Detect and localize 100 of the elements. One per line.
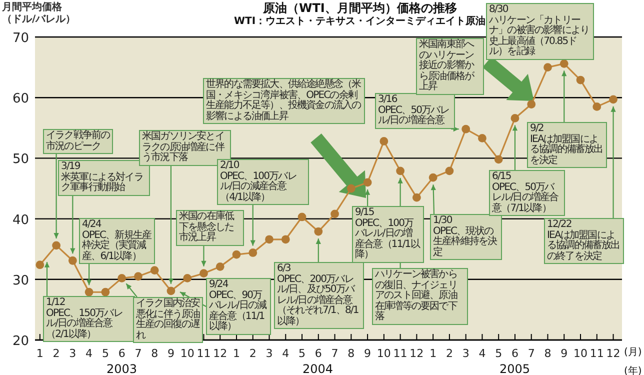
- x-tick-label: 9: [167, 347, 174, 360]
- x-tick-label: 2: [52, 347, 60, 360]
- x-tick-label: 8: [348, 347, 355, 360]
- x-tick-label: 8: [544, 347, 552, 360]
- x-tick-label: 5: [298, 347, 306, 360]
- x-tick-label: 3: [462, 347, 470, 360]
- text: 2003: [106, 362, 138, 375]
- y-tick-label: 60: [12, 92, 29, 107]
- point: [216, 262, 224, 271]
- point: [200, 269, 208, 278]
- x-tick-label: 12: [410, 347, 424, 360]
- annotation: 9/24 OPEC、90万バレル/日の減産合意（11/1以降）: [206, 278, 271, 334]
- point: [68, 256, 77, 265]
- point: [412, 193, 421, 202]
- x-tick-label: 11: [393, 347, 408, 360]
- point: [150, 266, 159, 275]
- point: [445, 166, 454, 176]
- x-tick-label: 7: [134, 347, 142, 360]
- text: 2005: [500, 362, 530, 375]
- text: 2004: [302, 362, 334, 375]
- x-tick-label: 5: [102, 347, 109, 360]
- annotation: 12/22 IEAは加盟国による協調的備蓄放出の終了を決定: [544, 218, 624, 264]
- point: [462, 124, 470, 134]
- point: [576, 76, 585, 84]
- x-tick-label: 4: [478, 347, 486, 360]
- point: [428, 173, 438, 182]
- annotation: 3/16 OPEC、50万バレル/日の増産合意: [375, 93, 455, 128]
- annotation: 6/15 OPEC、50万バレル/日の増産合意（7/1以降）: [489, 170, 565, 216]
- annotation: ハリケーン被害からの復旧、ナイジェリアのスト回避、原油在庫増等の要因で下落: [372, 268, 468, 324]
- y-tick-label: 30: [12, 273, 29, 288]
- x-tick-label: 10: [376, 347, 391, 360]
- point: [527, 100, 536, 108]
- annotation: 米国の在庫低下を懸念した市況上昇: [176, 210, 244, 246]
- x-tick-label: 4: [86, 347, 93, 360]
- x-tick-label: 1: [232, 347, 240, 360]
- point: [36, 260, 44, 270]
- x-tick-label: 8: [151, 347, 158, 360]
- x-tick-label: 5: [495, 347, 502, 360]
- x-tick-label: 6: [511, 347, 518, 360]
- annotation: 1/30 OPEC、現状の生産枠維持を決定: [430, 214, 502, 260]
- point: [84, 288, 94, 296]
- x-tick-label: 1: [36, 347, 44, 360]
- annotation: 6/3 OPEC、200万バレル/日、及び50万バレル/日の増産合意（それぞれ7/1、8/1以降）: [274, 262, 364, 329]
- chart-title: 原油（WTI、月間平均）価格の推移: [263, 0, 457, 16]
- x-tick-label: 11: [196, 347, 211, 360]
- y-axis-title: 月間平均価格（ドル/バレル）: [2, 2, 77, 26]
- x-tick-label: 7: [331, 347, 338, 360]
- point: [396, 166, 405, 176]
- annotation: 世界的な需要拡大、供給途絶懸念（米国・メキシコ湾岸被害、OPECの余剰生産能力不足等）、投機資金の流入の影響による油価上昇: [203, 78, 365, 124]
- annotation: イラク戦争前の市況のピーク: [43, 129, 113, 154]
- x-tick-label: 12: [213, 347, 228, 360]
- x-tick-label: 7: [528, 347, 535, 360]
- annotation: 8/30 ハリケーン「カトリーナ」の被害の影響により史上最高値（70.85ドル）を記録: [486, 3, 594, 60]
- x-axis-title: (月): [624, 346, 642, 359]
- point: [232, 250, 241, 259]
- text: (年): [624, 365, 642, 375]
- point: [609, 95, 618, 104]
- x-tick-label: 6: [118, 347, 126, 360]
- annotation: 9/15 OPEC、100万バレル/日の増産合意（11/1以降）: [352, 206, 424, 262]
- x-tick-label: 2: [249, 347, 256, 360]
- point: [510, 114, 520, 122]
- annotation: 米国南東部へのハリケーン接近の影響から原油価格が上昇: [416, 38, 484, 94]
- x-tick-label: 9: [364, 347, 372, 360]
- x-tick-label: 11: [590, 347, 604, 360]
- x-tick-label: 2: [446, 347, 453, 360]
- annotation: 2/10 OPEC、100万バレル/日の減産合意（4/1以降）: [217, 159, 309, 205]
- point: [494, 155, 503, 164]
- x-tick-label: 12: [606, 347, 620, 360]
- point: [265, 235, 274, 244]
- x-tick-label: 10: [574, 347, 588, 360]
- point: [101, 288, 110, 296]
- annotation: 3/19 米英軍による対イラク軍事行動開始: [61, 161, 143, 193]
- point: [183, 274, 192, 282]
- point: [298, 212, 306, 222]
- x-tick-label: 3: [69, 347, 76, 360]
- point: [363, 178, 372, 187]
- annotation: 4/24 OPEC、新規生産枠決定（実質減産、6/1以降）: [79, 218, 155, 264]
- y-tick-label: 20: [12, 334, 29, 349]
- point: [330, 210, 339, 218]
- annotation: 9/2 IEAは加盟国による協調的備蓄放出を決定: [527, 122, 607, 168]
- x-tick-label: 10: [180, 347, 194, 360]
- x-tick-label: 6: [314, 347, 322, 360]
- annotation: イラク国内治安悪化に伴う原油生産の回復の遅れ: [133, 297, 203, 343]
- x-tick-label: 3: [266, 347, 273, 360]
- y-tick-label: 50: [12, 152, 29, 168]
- point: [118, 274, 126, 282]
- y-tick-label: 70: [12, 31, 29, 46]
- point: [544, 63, 552, 72]
- x-tick-label: 1: [430, 347, 437, 360]
- chart-subtitle: WTI：ウエスト・テキサス・インターミディエイト原油: [234, 14, 486, 28]
- point: [281, 235, 290, 244]
- point: [380, 137, 388, 146]
- y-tick-label: 40: [12, 212, 29, 228]
- point: [592, 102, 602, 111]
- point: [166, 286, 176, 296]
- point: [52, 241, 60, 250]
- point: [314, 227, 323, 236]
- x-tick-label: 4: [282, 347, 290, 360]
- point: [560, 59, 568, 68]
- point: [346, 184, 356, 193]
